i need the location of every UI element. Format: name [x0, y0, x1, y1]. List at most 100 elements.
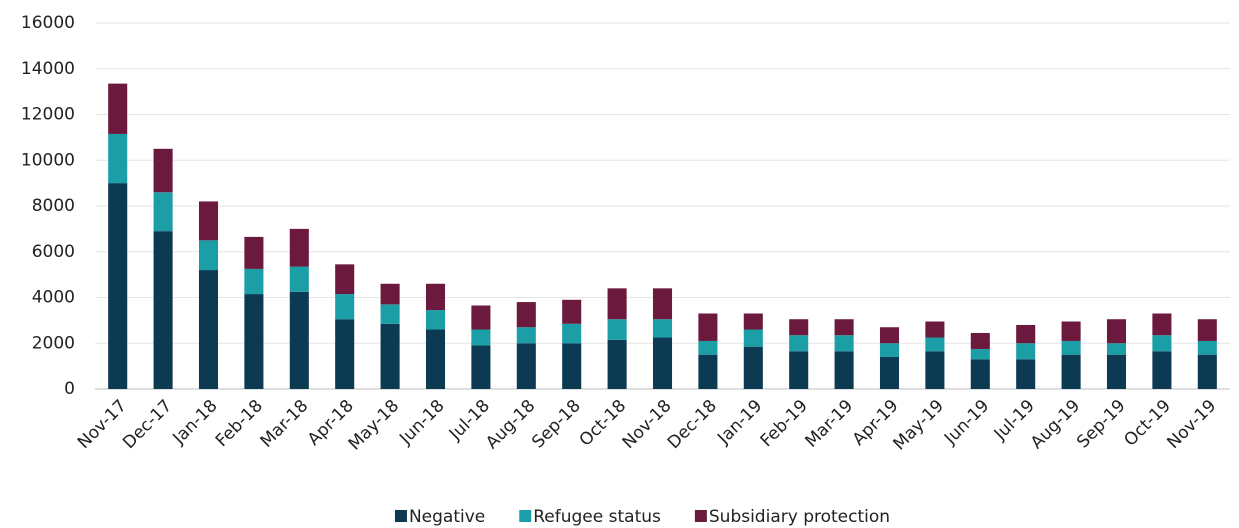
- legend-swatch: [394, 510, 407, 522]
- bar-segment: [879, 343, 900, 357]
- bar-segment: [698, 313, 718, 341]
- bar-segment: [652, 288, 673, 320]
- legend-label: Subsidiary protection: [709, 507, 890, 527]
- y-tick-label: 0: [64, 379, 75, 399]
- bar-segment: [425, 283, 446, 311]
- x-tick-label: Mar-19: [801, 396, 857, 452]
- x-tick-label: Dec-17: [119, 396, 176, 453]
- bar-segment: [698, 340, 718, 355]
- bar-segment: [743, 329, 763, 347]
- bar-segment: [789, 351, 809, 389]
- bar-segment: [925, 337, 945, 352]
- legend-swatch: [694, 510, 707, 522]
- x-tick-label: Aug-19: [1027, 396, 1084, 453]
- x-tick-label: Mar-18: [257, 396, 313, 452]
- bar-segment: [244, 236, 264, 269]
- bar-segment: [562, 343, 582, 389]
- y-tick-label: 16000: [21, 13, 75, 33]
- bar-segment: [335, 294, 355, 320]
- x-tick-label: May-18: [345, 396, 403, 454]
- bar-segment: [652, 319, 673, 338]
- bar-segment: [108, 83, 128, 134]
- legend-swatch: [519, 510, 532, 522]
- y-tick-label: 10000: [21, 150, 75, 170]
- bar-segment: [1016, 359, 1036, 389]
- bar-segment: [925, 351, 945, 389]
- legend-label: Refugee status: [533, 507, 661, 527]
- x-tick-label: Aug-18: [482, 396, 539, 453]
- bar-segment: [834, 319, 854, 336]
- y-tick-label: 2000: [32, 333, 75, 353]
- bar-segment: [198, 240, 219, 271]
- bar-segment: [1152, 313, 1172, 336]
- y-tick-label: 6000: [32, 242, 75, 262]
- bar-segment: [1016, 324, 1036, 344]
- bar-segment: [743, 313, 763, 330]
- bar-segment: [425, 310, 446, 330]
- bar-segment: [335, 319, 355, 389]
- x-tick-label: Jun-19: [940, 396, 993, 449]
- bar-segment: [380, 283, 400, 305]
- bar-segment: [425, 329, 446, 389]
- x-tick-label: Dec-18: [664, 396, 721, 453]
- bar-segment: [108, 183, 128, 389]
- bar-segment: [244, 268, 264, 295]
- legend: Negative Refugee status Subsidiary protect…: [394, 507, 890, 527]
- bar-segment: [335, 264, 355, 295]
- bar-segment: [1152, 351, 1172, 389]
- bar-segment: [1061, 354, 1081, 389]
- bar-segment: [108, 133, 128, 184]
- bar-segment: [970, 348, 990, 360]
- bar-segment: [743, 346, 763, 389]
- bar-segment: [380, 323, 400, 389]
- bar-segment: [607, 319, 627, 340]
- bar-segment: [652, 337, 673, 389]
- x-tick-label: Jan-19: [713, 396, 766, 449]
- bar-segment: [1106, 319, 1127, 344]
- x-tick-label: Sep-18: [528, 396, 584, 452]
- bar-segment: [1061, 321, 1081, 341]
- bar-segment: [289, 266, 309, 292]
- x-tick-label: May-19: [890, 396, 948, 454]
- bar-segment: [516, 302, 536, 328]
- legend-label: Negative: [409, 507, 485, 527]
- bar-segment: [1152, 335, 1172, 352]
- bar-segment: [789, 319, 809, 336]
- bar-segment: [562, 323, 582, 344]
- bar-segment: [516, 327, 536, 344]
- bar-segment: [1106, 354, 1127, 389]
- bar-segment: [198, 270, 219, 389]
- bar-segment: [471, 345, 491, 389]
- bar-segment: [244, 294, 264, 389]
- bar-segment: [834, 351, 854, 389]
- bar-segment: [607, 339, 627, 389]
- bar-segment: [380, 304, 400, 324]
- bar-segment: [1197, 354, 1217, 389]
- bar-segment: [153, 192, 173, 232]
- bar-segment: [879, 327, 900, 344]
- x-tick-label: Nov-18: [619, 396, 676, 453]
- bar-segment: [198, 201, 219, 241]
- bar-segment: [970, 332, 990, 349]
- y-tick-label: 4000: [32, 288, 75, 308]
- bar-segment: [1016, 343, 1036, 360]
- bar-segment: [1106, 343, 1127, 355]
- x-tick-label: Sep-19: [1073, 396, 1129, 452]
- x-tick-label: Nov-17: [74, 396, 131, 453]
- bar-segment: [471, 305, 491, 330]
- bar-segment: [1061, 340, 1081, 355]
- x-tick-label: Jun-18: [395, 396, 448, 449]
- bar-segment: [1197, 319, 1217, 341]
- bar-segment: [789, 335, 809, 352]
- y-tick-label: 12000: [21, 105, 75, 125]
- bar-segment: [834, 335, 854, 352]
- bar-segment: [607, 288, 627, 320]
- bar-segment: [153, 231, 173, 389]
- bar-segment: [153, 148, 173, 193]
- bar-segment: [925, 321, 945, 338]
- y-tick-label: 14000: [21, 59, 75, 79]
- bar-segment: [289, 291, 309, 389]
- bar-segment: [289, 228, 309, 267]
- y-tick-label: 8000: [32, 196, 75, 216]
- bar-segment: [970, 359, 990, 389]
